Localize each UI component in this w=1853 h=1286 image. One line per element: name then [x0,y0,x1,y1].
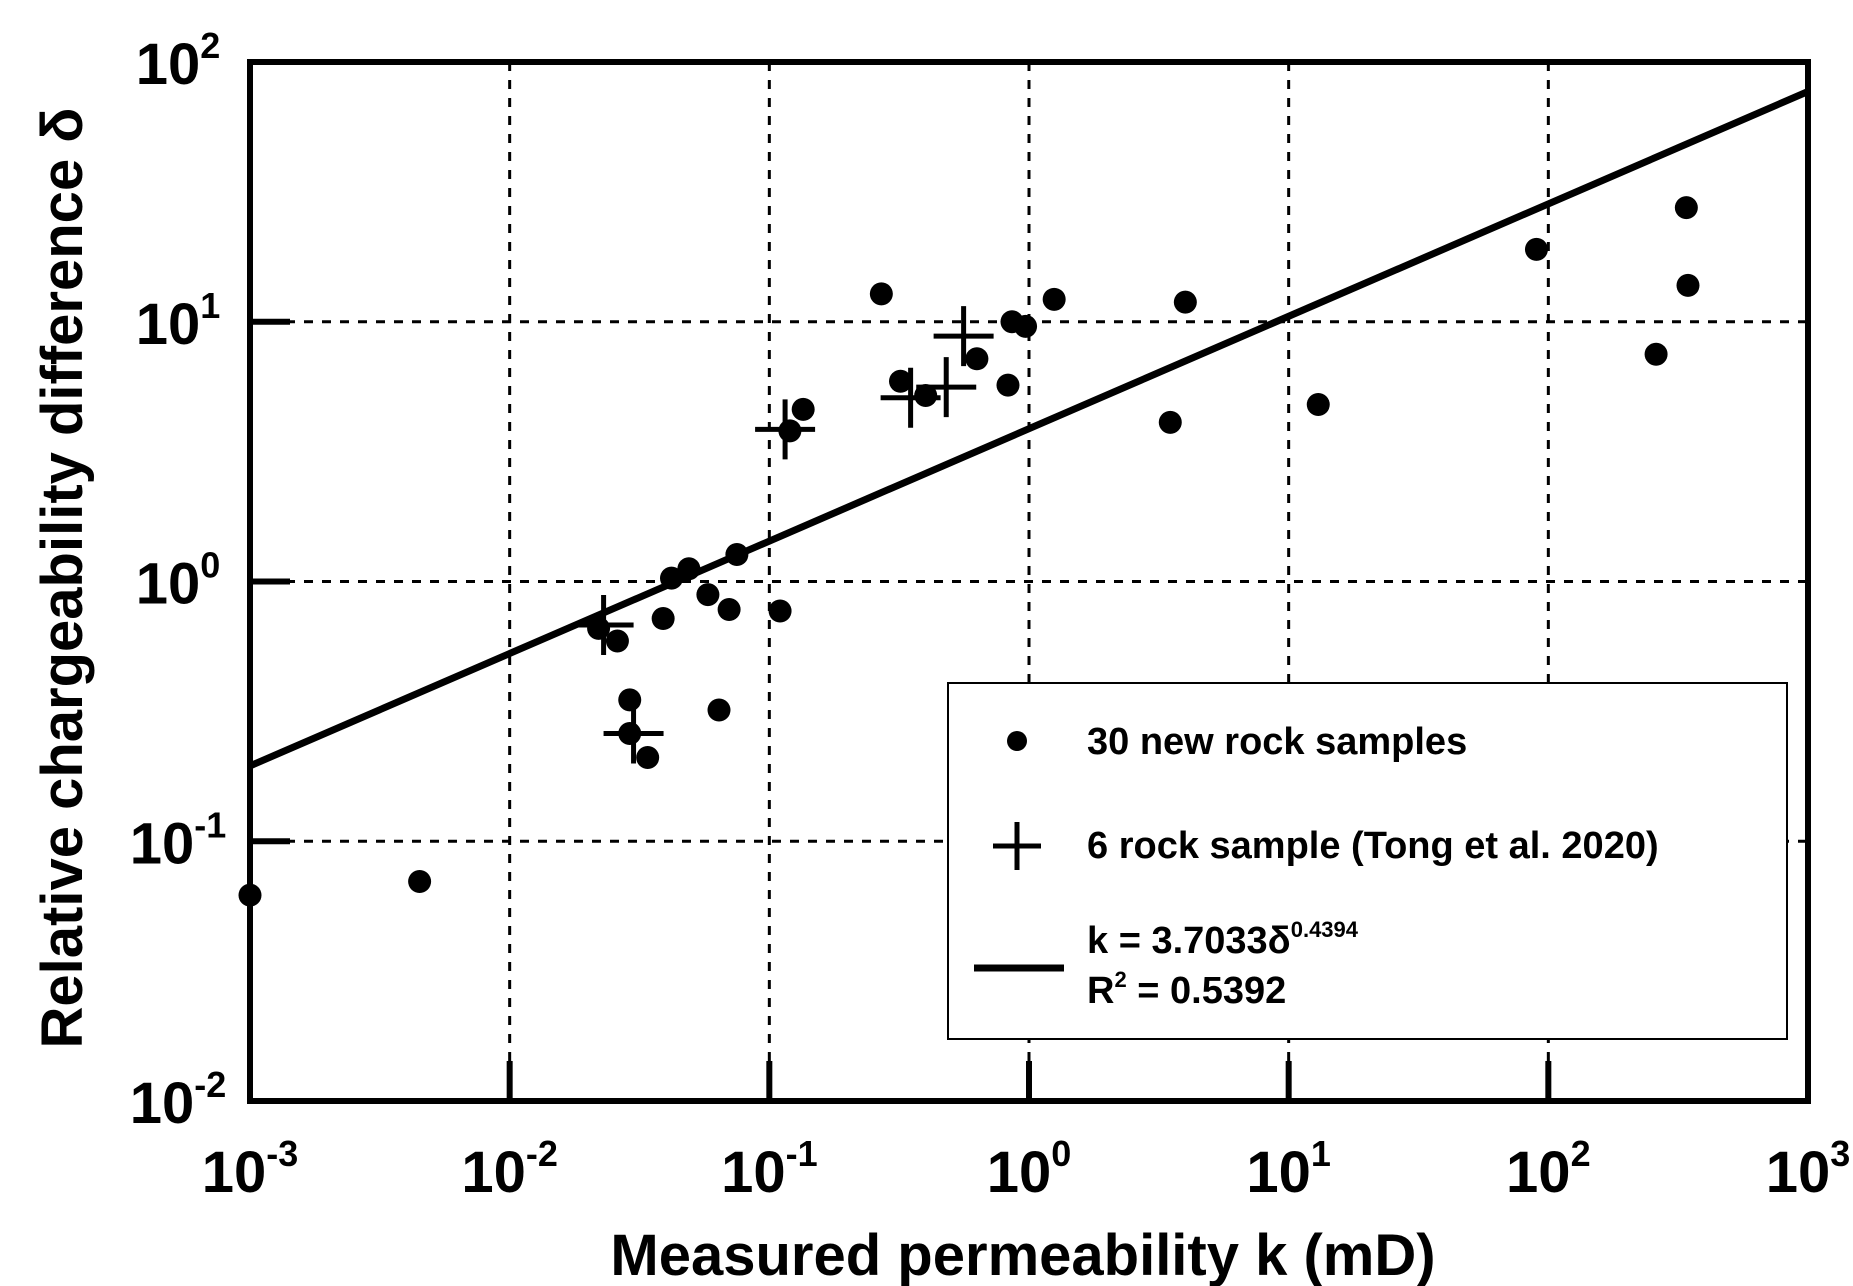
fit-equation-exponent: 0.4394 [1291,917,1359,942]
x-tick-label: 10-1 [721,1133,818,1205]
data-point-new-sample [660,566,684,590]
tick-labels: 10-3 10-2 10-1 100 101 102 10310-210-110010110… [130,25,1851,1205]
data-point-new-sample [651,607,675,631]
data-point-new-sample [1676,273,1700,297]
x-axis-title: Measured permeability k (mD) [610,1223,1435,1286]
x-tick-label: 10-3 [202,1133,299,1205]
axis-ticks [250,318,1552,1101]
data-point-new-sample [725,543,749,567]
data-point-new-sample [1306,393,1330,417]
data-point-new-sample [717,598,741,622]
data-point-tong-sample [933,306,994,367]
x-tick-label: 10-2 [461,1133,558,1205]
data-point-new-sample [1042,287,1066,311]
data-point-new-sample [587,616,611,640]
x-tick-label: 102 [1506,1133,1591,1205]
data-point-tong-sample [880,367,941,428]
legend-dots-label: 30 new rock samples [1087,721,1467,763]
data-point-new-sample [408,869,432,893]
data-point-tong-sample [603,703,664,764]
r2-value: = 0.5392 [1127,970,1287,1012]
data-point-new-sample [791,397,815,421]
r2-letter: R [1087,970,1114,1012]
data-point-tong-sample [916,357,977,418]
data-point-new-sample [605,629,629,653]
data-point-new-sample [965,347,989,371]
legend-box [947,682,1788,1040]
x-tick-label: 100 [987,1133,1072,1205]
data-point-new-sample [996,373,1020,397]
data-point-new-sample [768,599,792,623]
data-point-new-sample [1524,237,1548,261]
y-tick-label: 10-1 [130,804,227,876]
data-point-new-sample [1158,410,1182,434]
data-point-new-sample [707,698,731,722]
y-tick-label: 10-2 [130,1064,227,1136]
x-tick-label: 101 [1246,1133,1331,1205]
legend: 30 new rock samples 6 rock sample (Tong … [947,682,1788,1040]
data-point-new-sample [1674,196,1698,220]
legend-fit-equation: k = 3.7033δ0.4394 [1087,917,1359,962]
data-point-new-sample [677,557,701,581]
fit-line [248,88,1810,770]
data-point-tong-sample [573,595,634,656]
data-point-new-sample [1644,342,1668,366]
x-tick-label: 103 [1766,1133,1851,1205]
data-points [238,196,1700,907]
data-point-tong-sample [755,399,816,460]
r2-superscript: 2 [1114,967,1126,992]
legend-plus-label: 6 rock sample (Tong et al. 2020) [1087,825,1659,867]
data-point-new-sample [1014,314,1038,338]
data-point-new-sample [1173,290,1197,314]
y-tick-label: 102 [136,25,221,97]
fit-line-group [248,88,1810,770]
data-point-new-sample [696,583,720,607]
legend-plus-marker [993,822,1041,870]
legend-dot-marker [1007,731,1027,751]
data-point-new-sample [636,746,660,770]
legend-r2: R2 = 0.5392 [1087,967,1286,1012]
fit-equation-main: k = 3.7033δ [1087,920,1291,962]
y-tick-label: 101 [136,285,221,357]
y-axis-title: Relative chargeability difference δ [30,108,95,1049]
data-point-new-sample [889,369,913,393]
data-point-new-sample [618,688,642,712]
y-tick-label: 100 [136,545,221,617]
data-point-new-sample [869,282,893,306]
